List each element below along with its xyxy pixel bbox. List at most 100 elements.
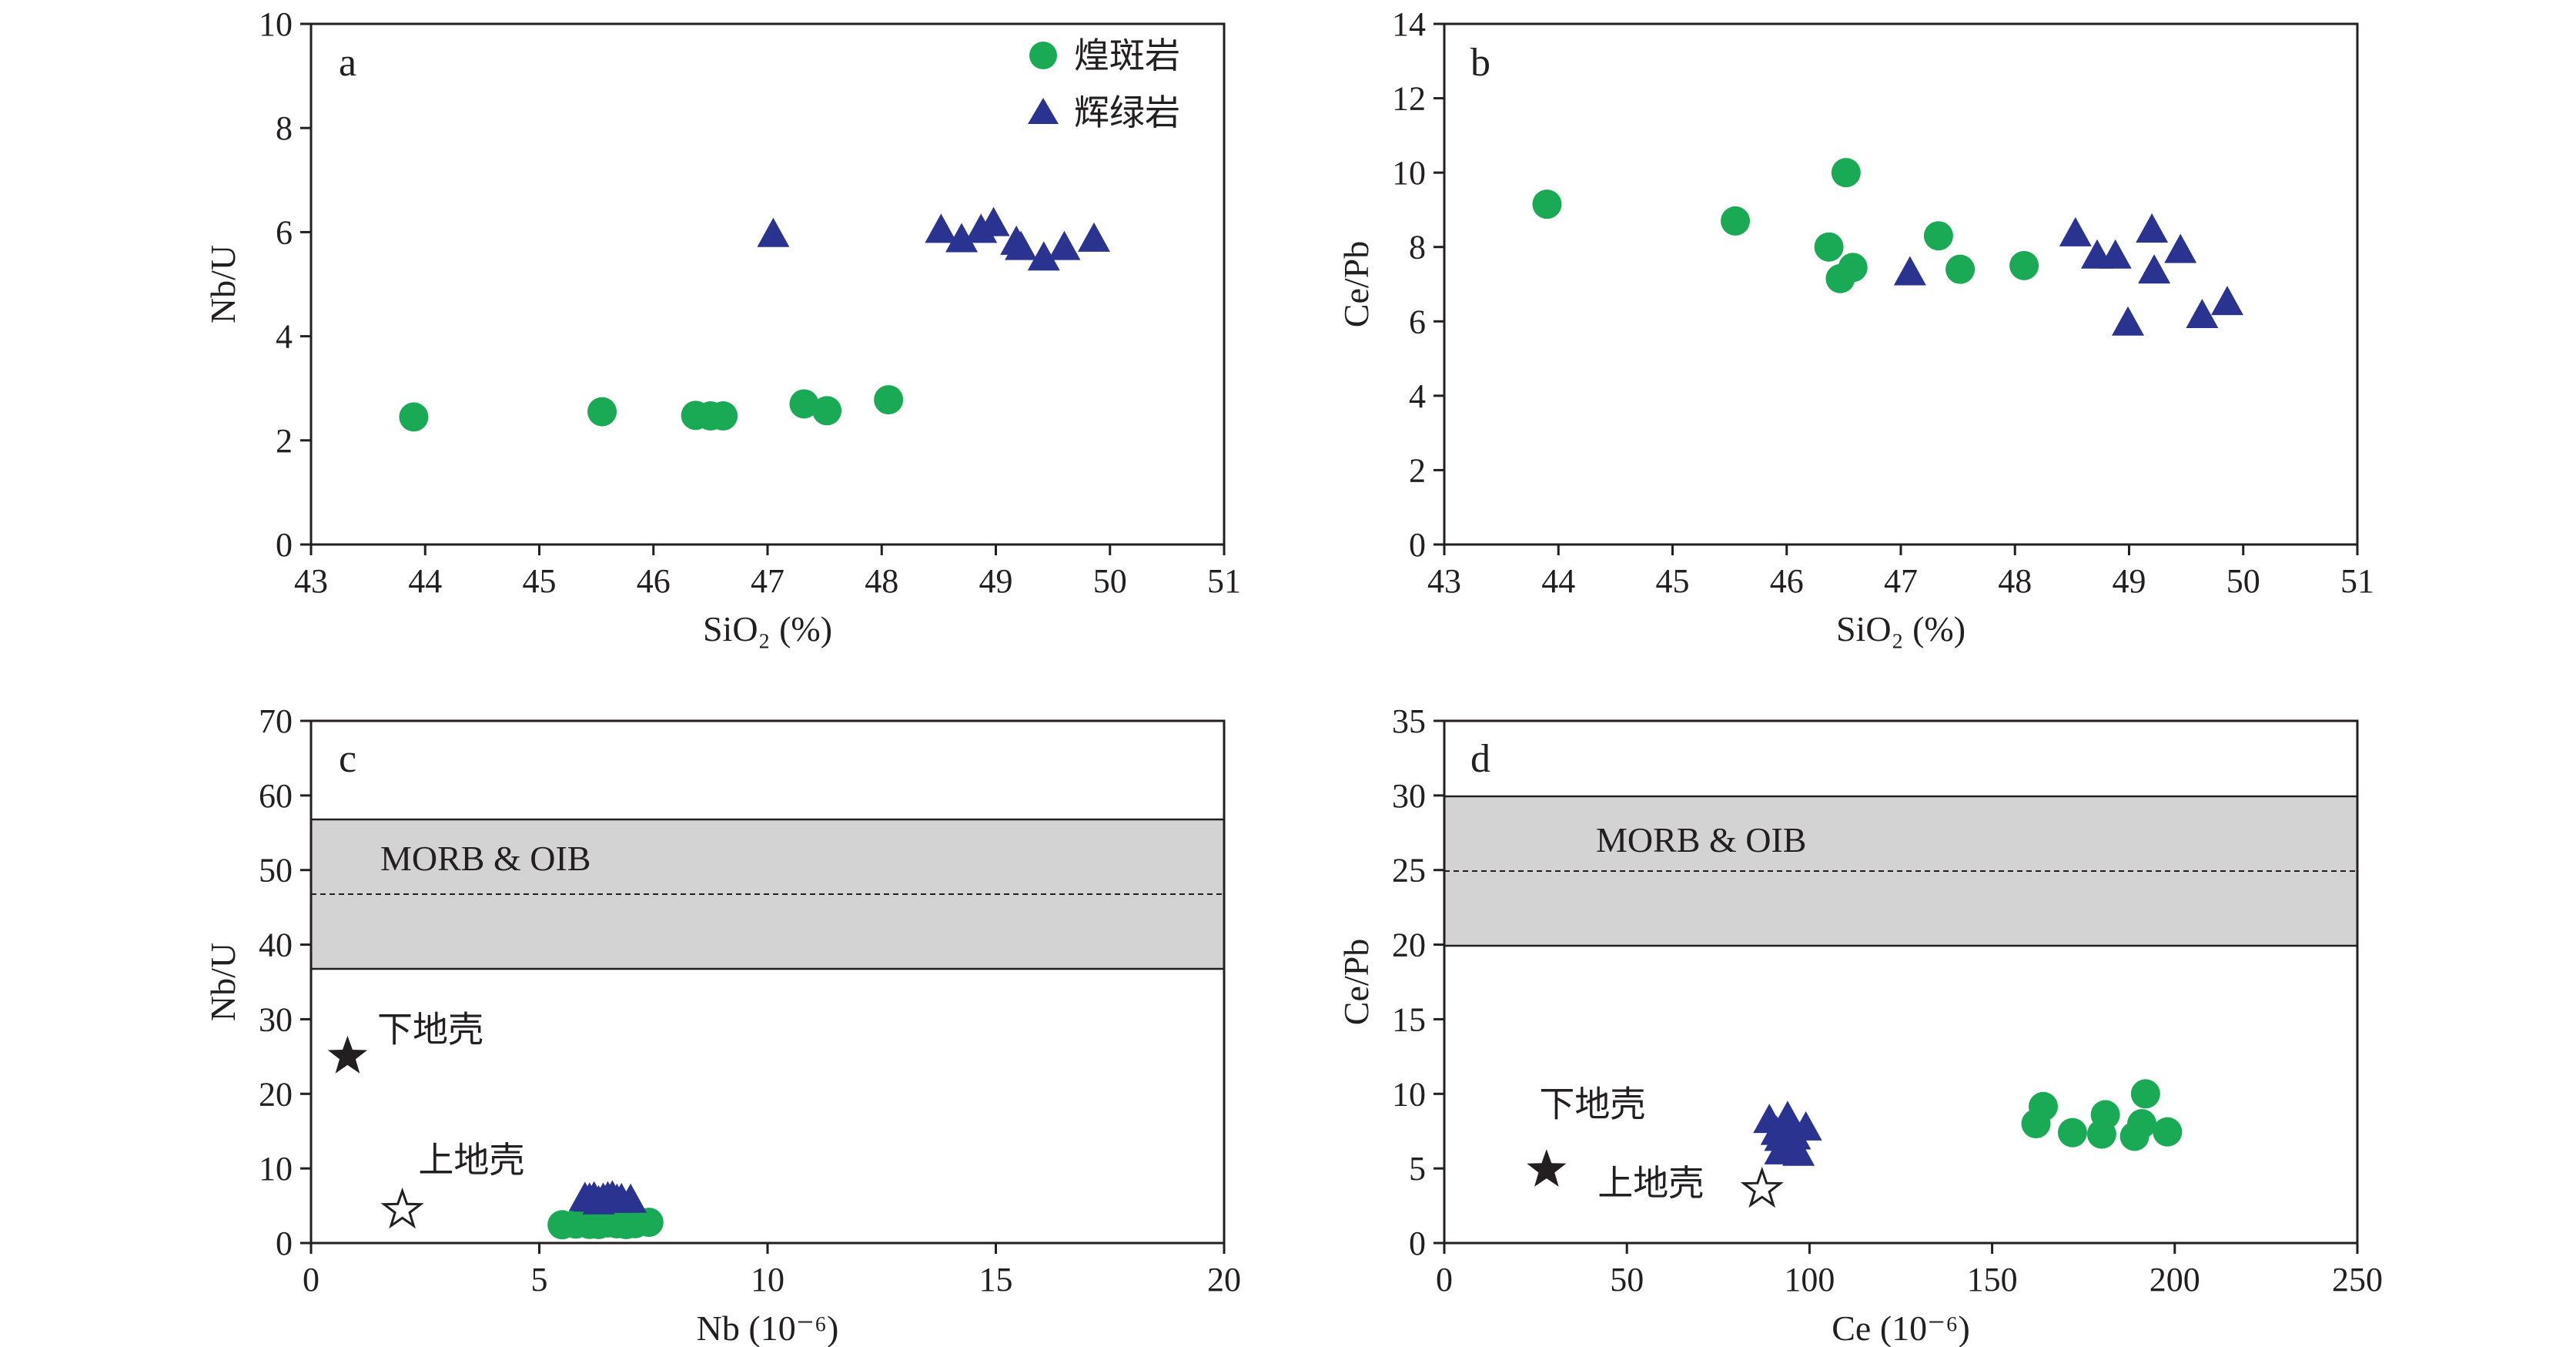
panel-a-ytick-label: 8 [276,109,293,147]
panel-c-annot-lower-crust: 下地壳 [377,1010,483,1049]
panel-c-xtick-label: 10 [751,1261,785,1298]
diabase-point [1789,1111,1822,1141]
lamprophyre-point [1923,221,1953,251]
panel-a-xtick-label: 46 [637,562,671,600]
panel-a-xlabel: SiO₂ (%) [703,609,832,648]
lamprophyre-point [812,396,842,426]
panel-a-xtick-label: 50 [1093,562,1127,600]
panel-d-xtick-label: 150 [1967,1261,2018,1298]
diabase-point [2099,239,2132,269]
panel-d-ytick-label: 20 [1392,926,1426,964]
lamprophyre-point [2130,1079,2160,1109]
panel-c-xtick-label: 20 [1207,1261,1241,1298]
diabase-point [1005,230,1038,260]
diabase-point [1782,1136,1815,1166]
panel-b-ytick-label: 0 [1409,526,1426,564]
panel-d-ytick-label: 0 [1409,1225,1426,1262]
panel-a-ytick-label: 2 [276,422,293,460]
diabase-point [2136,213,2169,243]
panel-a-xtick-label: 43 [294,562,328,600]
legend: 煌斑岩 辉绿岩 [1028,36,1180,132]
panel-c-ticks: 0 5 10 15 20 0 10 20 30 40 50 60 70 [259,702,1241,1298]
diabase-point [945,223,979,253]
lamprophyre-point [399,402,429,432]
diabase-point [757,217,790,247]
lower-crust-star [327,1035,368,1074]
diabase-point [2112,306,2145,336]
panel-b-xtick-label: 49 [2113,562,2146,600]
panel-d-xtick-label: 0 [1436,1261,1453,1298]
panel-d-ytick-label: 5 [1409,1150,1426,1188]
panel-c-ytick-label: 10 [259,1150,293,1188]
lamprophyre-point [2090,1100,2120,1130]
panel-c-ylabel: Nb/U [203,943,243,1021]
diabase-point [1027,241,1060,271]
panel-c-annot-upper-crust: 上地壳 [418,1141,524,1180]
lamprophyre-point [2009,250,2039,280]
panel-b-xtick-label: 45 [1656,562,1690,600]
panel-b-ytick-label: 2 [1409,451,1426,489]
diabase-point [601,1183,634,1213]
diabase-point [2059,216,2092,246]
panel-a-xtick-label: 51 [1207,562,1241,600]
diabase-point [2138,254,2171,284]
panel-b-ytick-label: 8 [1409,229,1426,266]
lamprophyre-point [1532,189,1562,219]
panel-a-xtick-label: 49 [979,562,1013,600]
panel-d-ytick-label: 35 [1392,702,1426,740]
panel-b-xtick-label: 51 [2340,562,2374,600]
panel-c-letter: c [339,737,356,781]
panel-d-xtick-label: 250 [2332,1261,2383,1298]
panel-a-ytick-label: 0 [276,526,293,564]
legend-label-diabase: 辉绿岩 [1074,93,1180,132]
lamprophyre-point [587,397,617,427]
panel-d-ticks: 0 50 100 150 200 250 0 5 10 15 20 25 30 35 [1392,702,2383,1298]
panel-b-xtick-label: 50 [2226,562,2260,600]
panel-b-points [1532,158,2243,336]
diabase-point [1764,1121,1797,1151]
panel-b-ytick-label: 14 [1392,5,1426,43]
lamprophyre-point [2153,1117,2183,1147]
panel-d-frame [1443,719,2359,1245]
panel-c-ytick-label: 60 [259,777,293,815]
panel-a-ytick-label: 6 [276,213,293,251]
panel-d-ytick-label: 30 [1392,777,1426,815]
panel-b-ylabel: Ce/Pb [1337,241,1376,327]
lamprophyre-point [1838,253,1868,283]
lamprophyre-point [1831,158,1861,188]
panel-b-ytick-label: 4 [1409,377,1426,415]
lamprophyre-point [2057,1117,2087,1148]
lamprophyre-point [1721,206,1751,236]
panel-d-xtick-label: 100 [1784,1261,1835,1298]
panel-b-letter: b [1470,41,1490,85]
diabase-point [573,1182,606,1212]
legend-label-lamprophyre: 煌斑岩 [1074,36,1180,75]
panel-c-xlabel: Nb (10⁻⁶) [697,1308,839,1347]
panel-d-points [1527,1079,2183,1208]
panel-c-ytick-label: 40 [259,926,293,964]
panel-d-xlabel: Ce (10⁻⁶) [1832,1308,1970,1347]
panel-d-xtick-label: 200 [2149,1261,2200,1298]
panel-a-ytick-label: 4 [276,318,293,356]
lamprophyre-point [789,389,819,419]
diabase-point [1893,256,1926,286]
panel-d-ytick-label: 15 [1392,1000,1426,1038]
panel-a-ytick-label: 10 [259,5,293,43]
panel-a-xtick-label: 47 [751,562,785,600]
diabase-point [2186,299,2219,329]
panel-d-xtick-label: 50 [1610,1261,1644,1298]
panel-c-ytick-label: 50 [259,852,293,890]
panel-a-xtick-label: 45 [523,562,557,600]
panel-b-xtick-label: 46 [1770,562,1804,600]
panel-c-ytick-label: 20 [259,1075,293,1113]
panel-d-annot-lower-crust: 下地壳 [1539,1084,1645,1124]
panel-b-ytick-label: 6 [1409,303,1426,340]
lamprophyre-point [2127,1109,2157,1139]
panel-c-ytick-label: 30 [259,1000,293,1038]
panel-a-xtick-label: 48 [865,562,898,600]
lamprophyre-point [708,401,738,431]
diabase-point [1077,222,1110,252]
